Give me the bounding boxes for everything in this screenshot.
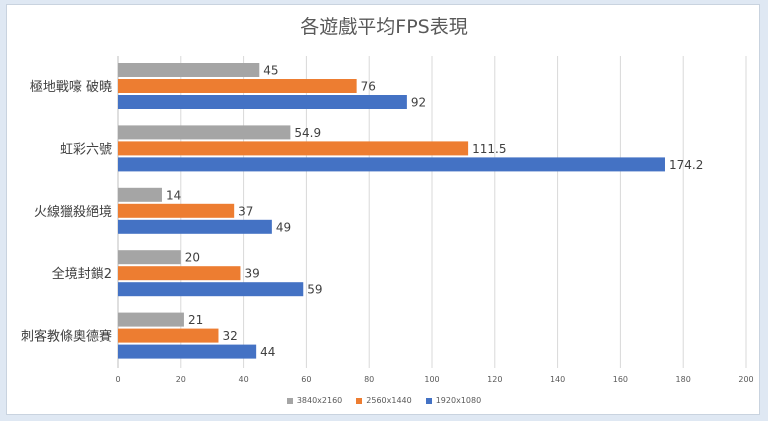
data-label: 111.5	[472, 142, 506, 156]
data-label: 92	[411, 96, 426, 110]
data-label: 20	[185, 251, 200, 265]
legend-label: 3840x2160	[296, 396, 343, 405]
data-label: 59	[307, 283, 322, 297]
category-label: 虹彩六號	[60, 142, 112, 157]
x-tick-label: 180	[676, 375, 691, 384]
x-tick-label: 100	[424, 375, 439, 384]
bar	[118, 79, 357, 93]
bar	[118, 328, 219, 343]
legend-item: 3840x2160	[286, 396, 343, 405]
legend-label: 2560x1440	[366, 396, 412, 405]
data-label: 76	[361, 80, 376, 94]
legend-swatch	[356, 397, 363, 404]
category-label: 火線獵殺絕境	[34, 204, 112, 220]
data-label: 49	[276, 220, 291, 234]
data-label: 37	[238, 204, 253, 218]
chart-title: 各遊戲平均FPS表現	[300, 16, 468, 38]
legend-swatch	[286, 397, 293, 404]
x-tick-label: 60	[301, 375, 311, 384]
x-tick-label: 80	[364, 375, 374, 384]
bar	[118, 282, 304, 297]
data-label: 39	[244, 267, 259, 281]
bar	[118, 125, 291, 140]
data-label: 174.2	[669, 158, 703, 172]
data-label: 32	[222, 329, 237, 343]
x-tick-label: 120	[487, 375, 502, 384]
data-label: 21	[188, 313, 203, 327]
category-label: 極地戰嚎 破曉	[30, 79, 112, 95]
x-tick-label: 200	[738, 375, 753, 384]
bar	[118, 312, 184, 327]
bar	[118, 157, 665, 172]
bar	[118, 250, 181, 265]
data-label: 45	[263, 64, 278, 78]
category-label: 刺客教條奧德賽	[21, 329, 112, 345]
legend-label: 1920x1080	[435, 396, 482, 405]
data-label: 14	[166, 188, 181, 202]
data-label: 44	[260, 345, 275, 359]
x-tick-label: 160	[613, 375, 628, 384]
bar	[118, 63, 260, 77]
bar	[118, 141, 469, 156]
x-tick-label: 0	[115, 375, 120, 384]
bar	[118, 266, 241, 281]
x-tick-label: 40	[239, 375, 249, 384]
legend-swatch	[425, 397, 432, 404]
category-label: 全境封鎖2	[52, 266, 112, 282]
bar	[118, 203, 235, 218]
bar	[118, 187, 162, 202]
x-tick-label: 20	[176, 375, 186, 384]
bar	[118, 95, 407, 109]
chart-legend: 3840x2160 2560x1440 1920x1080	[0, 396, 768, 405]
bar	[118, 344, 257, 359]
data-label: 54.9	[294, 126, 321, 140]
legend-item: 2560x1440	[356, 396, 412, 405]
bar	[118, 219, 272, 234]
legend-item: 1920x1080	[425, 396, 482, 405]
x-tick-label: 140	[550, 375, 565, 384]
